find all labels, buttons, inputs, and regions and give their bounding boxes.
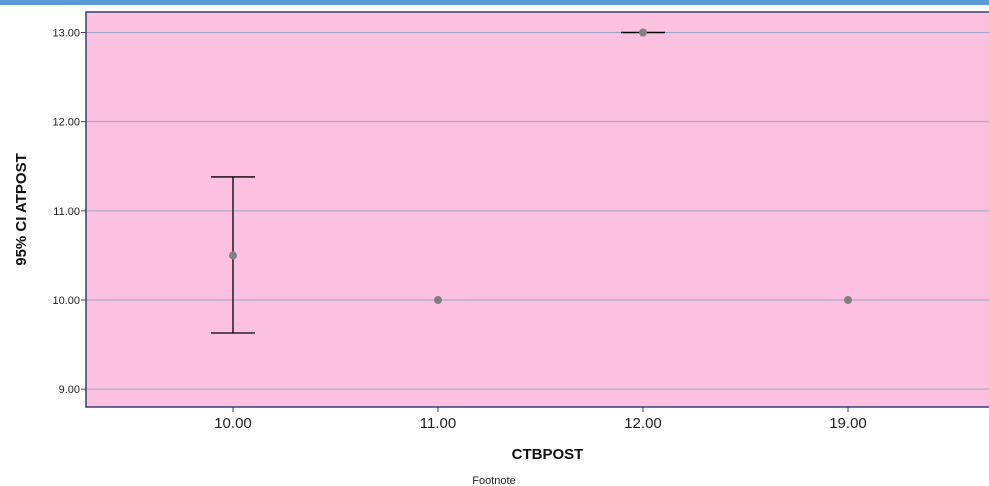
plot-frame	[85, 11, 989, 408]
x-tick-label: 10.00	[214, 415, 252, 432]
mean-point	[844, 296, 852, 305]
y-tick-label: 10.00	[52, 295, 80, 307]
y-tick-label: 13.00	[52, 28, 80, 40]
top-accent-bar	[0, 0, 989, 5]
mean-point	[639, 28, 647, 37]
data-marks	[211, 28, 852, 334]
footnote: Footnote	[472, 475, 515, 486]
y-axis-ticks: 9.00 10.00 11.00 12.00 13.00	[52, 28, 86, 396]
y-axis-title: 95% CI ATPOST	[13, 153, 30, 266]
plot-area	[86, 12, 989, 407]
x-tick-label: 19.00	[829, 415, 867, 432]
gridlines	[86, 32, 989, 390]
mean-point	[229, 251, 237, 260]
x-tick-label: 11.00	[420, 415, 456, 432]
y-tick-label: 12.00	[52, 117, 80, 129]
x-axis-ticks: 10.00 11.00 12.00 19.00	[214, 407, 867, 432]
x-axis-title: CTBPOST	[512, 446, 584, 463]
x-tick-label: 12.00	[624, 415, 662, 432]
y-tick-label: 11.00	[53, 206, 80, 218]
y-tick-label: 9.00	[59, 384, 80, 396]
mean-point	[434, 296, 442, 305]
